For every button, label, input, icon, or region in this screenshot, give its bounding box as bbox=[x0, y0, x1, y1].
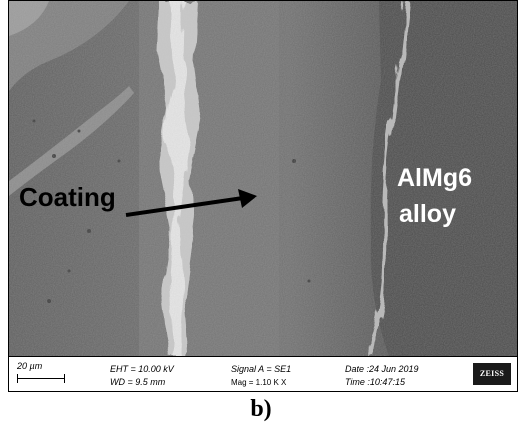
eht-value: EHT = 10.00 kV bbox=[110, 364, 174, 374]
coating-label: Coating bbox=[19, 182, 116, 212]
scale-bar-label: 20 µm bbox=[17, 361, 43, 371]
arrow-shaft bbox=[125, 196, 244, 217]
alloy-label-line2: alloy bbox=[399, 200, 456, 228]
mag-value: Mag = 1.10 K X bbox=[231, 378, 287, 387]
sem-micrograph bbox=[9, 1, 517, 356]
sem-micrograph-figure: Coating AlMg6 alloy 20 µm EHT = 10.00 kV… bbox=[8, 0, 518, 392]
signal-value: Signal A = SE1 bbox=[231, 364, 292, 374]
wd-value: WD = 9.5 mm bbox=[110, 377, 166, 387]
scale-bar bbox=[17, 374, 65, 383]
arrow-head bbox=[238, 189, 257, 208]
sem-data-bar: 20 µm EHT = 10.00 kV WD = 9.5 mm Signal … bbox=[9, 356, 517, 391]
date-value: Date :24 Jun 2019 bbox=[345, 364, 419, 374]
zeiss-logo: ZEISS bbox=[473, 363, 511, 385]
time-value: Time :10:47:15 bbox=[345, 377, 405, 387]
figure-caption: b) bbox=[250, 396, 272, 422]
alloy-label-line1: AlMg6 bbox=[397, 164, 472, 192]
grain-texture bbox=[9, 1, 517, 356]
